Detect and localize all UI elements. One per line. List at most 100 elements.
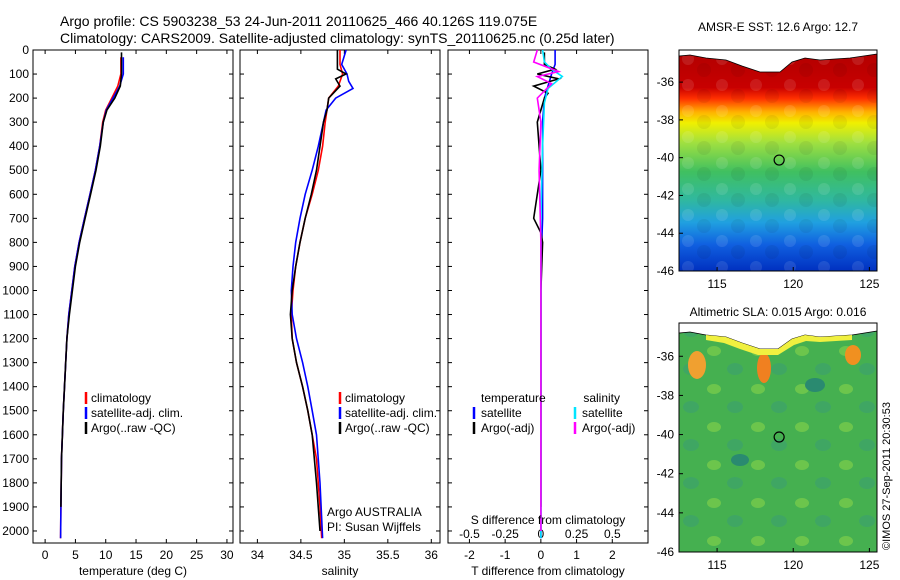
depth-tick-label: 200 [9, 91, 29, 105]
sst-field-texture [679, 50, 877, 271]
temperature-axes-frame [32, 49, 234, 544]
sst-map-title: AMSR-E SST: 12.6 Argo: 12.7 [698, 20, 858, 34]
legend-label-climatology: climatology [345, 391, 405, 405]
map-lon-tick-label: 115 [708, 558, 727, 572]
map-lat-tick-label: -38 [657, 113, 675, 127]
map-lon-tick-label: 125 [859, 558, 879, 572]
legend-heading-salinity: salinity [583, 391, 620, 405]
depth-tick-label: 1700 [2, 452, 29, 466]
depth-tick-label: 1400 [2, 380, 29, 394]
depth-tick-label: 1200 [2, 332, 29, 346]
sst-argo-marker [773, 154, 785, 166]
salinity-x-tick-label: 35.5 [376, 548, 400, 562]
salinity-x-tick-label: 34.5 [289, 548, 313, 562]
depth-tick-label: 400 [9, 139, 29, 153]
sla-anomaly-high-2 [757, 353, 771, 383]
map-lon-tick-label: 120 [783, 277, 803, 291]
temperature-x-tick-label: 20 [160, 548, 174, 562]
legend-label-argo: Argo(..raw -QC) [345, 421, 430, 435]
temperature-x-tick-label: 30 [220, 548, 234, 562]
difference-x-tick-label: -1 [500, 548, 511, 562]
salinity-panel: 34 34.5 35 35.5 36 salinity Argo AUSTRALIA P… [239, 49, 441, 578]
salinity-series-line [290, 50, 344, 539]
temperature-x-tick-label: 5 [72, 548, 79, 562]
temperature-series-line [60, 52, 123, 507]
depth-tick-label: 2000 [2, 524, 29, 538]
float-owner-annotation: Argo AUSTRALIA [327, 505, 422, 519]
legend-label-sal-satellite: satellite [582, 406, 623, 420]
legend-label-temp-satellite: satellite [481, 406, 522, 420]
legend-label-temp-argo: Argo(-adj) [481, 421, 534, 435]
depth-tick-label: 600 [9, 187, 29, 201]
legend-heading-temperature: temperature [481, 391, 546, 405]
map-lat-tick-label: -46 [657, 264, 675, 278]
sst-map-ticks: 115 120 125 -36 -38 -40 -42 -44 -46 [657, 75, 880, 291]
map-lat-tick-label: -44 [657, 506, 675, 520]
difference-series-line [532, 49, 562, 531]
float-pi-annotation: PI: Susan Wijffels [327, 520, 421, 534]
sla-axes-frame [678, 322, 878, 553]
difference-panel: -2 -1 0 1 2 -0.5 -0.25 0 0.25 0.5 S difference f… [447, 49, 649, 578]
difference-legend: temperature satellite Argo(-adj) salinit… [472, 391, 635, 435]
sla-anomaly-low-1 [805, 378, 825, 392]
map-lat-tick-label: -46 [657, 545, 675, 559]
depth-tick-label: 1000 [2, 283, 29, 297]
sla-anomaly-high-3 [845, 345, 861, 365]
depth-tick-label: 800 [9, 235, 29, 249]
salinity-y-ticks [240, 49, 440, 532]
salinity-axes-frame [239, 49, 441, 544]
depth-tick-label: 100 [9, 67, 29, 81]
map-lat-tick-label: -38 [657, 388, 675, 402]
difference-s-label: S difference from climatology [471, 513, 626, 527]
difference-series-line [531, 52, 562, 507]
sla-argo-marker [773, 431, 785, 443]
temperature-y-ticks: 0 100 200 300 400 500 600 700 800 900 1000 1100 1200… [2, 43, 233, 538]
depth-tick-label: 1600 [2, 428, 29, 442]
salinity-difference-tick-label: -0.25 [491, 527, 519, 541]
temperature-x-tick-label: 10 [99, 548, 113, 562]
sst-axes-frame [678, 49, 878, 272]
sst-land-australia [678, 49, 878, 73]
difference-series-line [540, 49, 564, 539]
salinity-legend: climatology satellite-adj. clim. Argo(..… [338, 391, 437, 435]
salinity-x-tick-label: 35 [338, 548, 352, 562]
map-lat-tick-label: -36 [657, 75, 675, 89]
sla-anomaly-high-1 [688, 351, 706, 379]
depth-tick-label: 300 [9, 115, 29, 129]
depth-tick-label: 900 [9, 259, 29, 273]
figure-title-line1: Argo profile: CS 5903238_53 24-Jun-2011 … [60, 13, 537, 29]
difference-x-tick-label: 2 [609, 548, 616, 562]
map-lon-tick-label: 125 [859, 277, 879, 291]
imos-credit: ©IMOS 27-Sep-2011 20:30:53 [881, 402, 893, 550]
map-lat-tick-label: -36 [657, 349, 675, 363]
argo-location-marker [773, 431, 785, 443]
salinity-x-tick-label: 34 [251, 548, 265, 562]
difference-x-ticks: -2 -1 0 1 2 [464, 50, 616, 562]
depth-tick-label: 1300 [2, 356, 29, 370]
salinity-difference-tick-label: 0.5 [604, 527, 621, 541]
salinity-series [289, 49, 355, 539]
temperature-x-label: temperature (deg C) [79, 564, 187, 578]
difference-salinity-ticks: -0.5 -0.25 0 0.25 0.5 [459, 527, 621, 541]
difference-x-tick-label: 1 [573, 548, 580, 562]
map-lon-tick-label: 115 [708, 277, 727, 291]
temperature-series-line [59, 57, 125, 539]
map-lat-tick-label: -40 [657, 151, 675, 165]
difference-x-tick-label: -2 [464, 548, 475, 562]
depth-tick-label: 700 [9, 211, 29, 225]
depth-tick-label: 1100 [3, 308, 29, 322]
legend-label-satellite: satellite-adj. clim. [91, 406, 183, 420]
legend-label-climatology: climatology [91, 391, 151, 405]
salinity-x-tick-label: 36 [425, 548, 439, 562]
legend-label-argo: Argo(..raw -QC) [91, 421, 176, 435]
figure-title-line2: Climatology: CARS2009. Satellite-adjuste… [60, 30, 615, 46]
salinity-series-line [290, 49, 355, 539]
depth-tick-label: 1500 [2, 404, 29, 418]
map-lon-tick-label: 120 [783, 558, 803, 572]
salinity-difference-tick-label: -0.5 [459, 527, 480, 541]
sla-anomaly-low-2 [731, 454, 749, 466]
temperature-panel: 0100200300400500600700800900100011001200… [2, 43, 234, 578]
salinity-difference-tick-label: 0.25 [565, 527, 589, 541]
temperature-x-ticks: 0 5 10 15 20 25 30 [42, 50, 234, 562]
